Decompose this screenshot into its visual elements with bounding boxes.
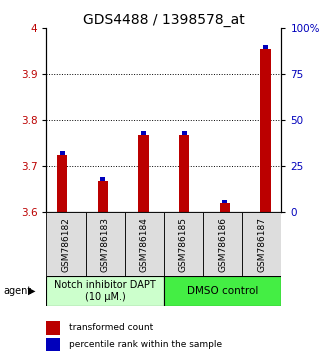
Bar: [46, 321, 61, 335]
FancyBboxPatch shape: [164, 212, 203, 276]
Text: percentile rank within the sample: percentile rank within the sample: [69, 340, 222, 349]
Bar: [100, 177, 105, 181]
Bar: [179, 135, 189, 212]
Text: Notch inhibitor DAPT
(10 μM.): Notch inhibitor DAPT (10 μM.): [54, 280, 156, 302]
Text: GSM786185: GSM786185: [179, 217, 188, 272]
Bar: [141, 131, 146, 135]
Bar: [260, 49, 271, 212]
FancyBboxPatch shape: [203, 212, 242, 276]
FancyBboxPatch shape: [85, 212, 125, 276]
Text: GSM786183: GSM786183: [101, 217, 110, 272]
Text: GSM786186: GSM786186: [218, 217, 227, 272]
Text: agent: agent: [3, 286, 31, 296]
FancyBboxPatch shape: [46, 212, 85, 276]
FancyBboxPatch shape: [164, 276, 281, 306]
Text: GSM786182: GSM786182: [62, 217, 71, 272]
Bar: [263, 45, 268, 49]
Title: GDS4488 / 1398578_at: GDS4488 / 1398578_at: [83, 13, 245, 27]
Bar: [60, 151, 65, 155]
Text: GSM786187: GSM786187: [257, 217, 266, 272]
Text: DMSO control: DMSO control: [187, 286, 258, 296]
FancyBboxPatch shape: [125, 212, 164, 276]
Bar: [138, 135, 149, 212]
Bar: [46, 338, 61, 351]
Bar: [220, 203, 230, 212]
Bar: [182, 131, 187, 135]
FancyBboxPatch shape: [242, 212, 281, 276]
FancyBboxPatch shape: [46, 276, 164, 306]
Text: ▶: ▶: [28, 286, 36, 296]
Text: transformed count: transformed count: [69, 323, 153, 332]
Bar: [57, 155, 67, 212]
Bar: [222, 200, 227, 203]
Bar: [98, 181, 108, 212]
Text: GSM786184: GSM786184: [140, 217, 149, 272]
